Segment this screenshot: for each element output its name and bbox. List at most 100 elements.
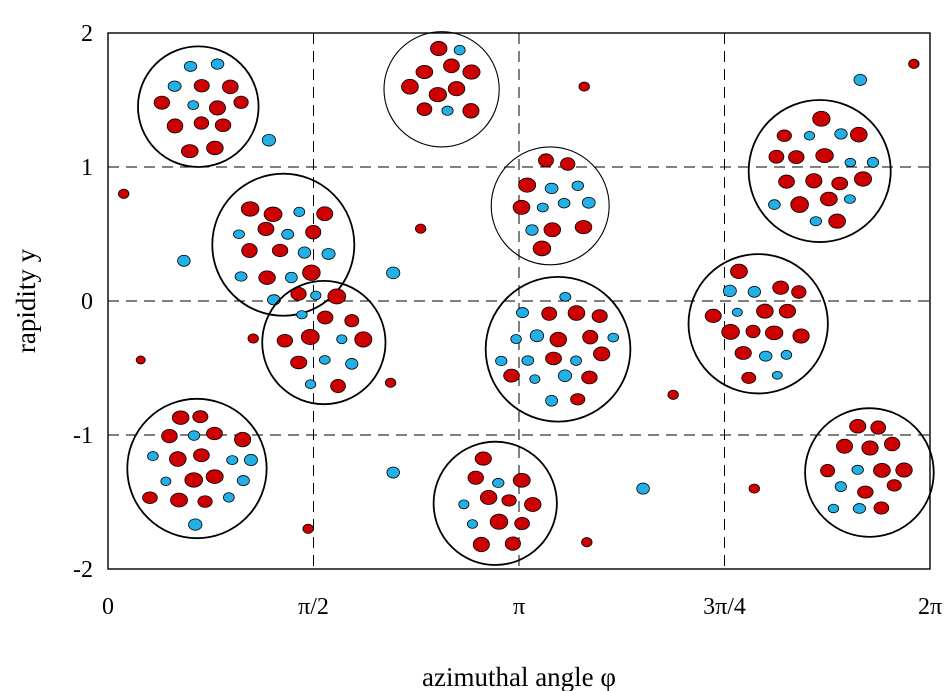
x-tick-label: π/2 [298,594,329,620]
red-particle [524,497,542,512]
red-particle [792,328,810,344]
red-particle [582,329,599,345]
red-particle [290,355,308,370]
red-particle [354,331,373,348]
y-tick-label: 0 [81,289,93,315]
blue-particle [529,329,545,343]
red-particle [776,129,792,142]
red-particle [472,536,490,553]
isolated-red-particle [118,188,130,199]
blue-particle [187,430,201,441]
red-particle [316,206,334,222]
red-particle [812,110,831,127]
x-tick-label: π [513,594,525,620]
red-particle [489,513,509,530]
blue-particle [581,196,596,209]
red-particle [142,491,158,504]
isolated-red-particle [135,355,146,365]
red-particle [416,102,433,116]
isolated-red-particle [667,389,679,400]
cluster-4 [747,99,892,243]
blue-particle [834,128,848,140]
cluster-5 [261,280,387,406]
red-particle [327,288,347,305]
blue-particle [310,290,322,301]
red-particle [857,485,874,499]
red-particle [815,148,834,163]
cluster-10 [804,407,935,538]
red-particle [503,368,520,383]
red-particle [721,324,740,340]
y-tick-label: 2 [81,21,93,47]
blue-particle [453,44,466,56]
x-axis-title: azimuthal angle φ [422,662,616,691]
isolated-red-particle [384,377,397,388]
isolated-blue-particle [853,73,867,86]
red-particle [193,79,210,93]
blue-particle [571,180,584,191]
blue-particle [147,451,159,462]
blue-particle [516,307,529,319]
red-particle [545,351,562,366]
blue-particle [293,206,306,217]
isolated-red-particle [748,483,760,494]
red-particle [581,370,598,385]
red-particle [344,314,360,328]
red-particle [730,263,748,279]
blue-particle [722,284,737,298]
blue-particle [297,246,312,259]
red-particle [302,264,321,281]
blue-particle [866,156,880,168]
red-particle [233,95,249,109]
blue-particle [844,157,857,168]
red-particle [240,201,260,217]
red-particle [462,103,480,119]
blue-particle [768,199,781,210]
blue-particle [529,374,541,384]
red-particle [772,280,790,295]
isolated-blue-particle [386,266,401,280]
red-particle [791,285,807,299]
isolated-blue-particle [636,482,650,495]
cluster-boundary [687,253,829,395]
red-particle [886,479,902,492]
red-particle [153,95,171,110]
red-particle [560,157,576,171]
isolated-red-particle [302,523,314,534]
red-particle [206,426,223,441]
red-particle [828,213,846,229]
blue-particle [188,518,203,531]
red-particle [741,371,757,384]
x-tick-label: 0 [102,594,114,620]
blue-particle [803,131,816,141]
blue-particle [780,349,793,360]
red-particle [171,410,190,425]
x-tick-label: 2π [918,594,942,620]
red-particle [443,58,460,74]
red-particle [854,171,873,187]
blue-particle [809,216,822,227]
red-particle [778,174,795,189]
blue-particle [759,350,773,362]
red-particle [208,100,226,116]
blue-particle [852,503,867,514]
red-particle [271,243,289,258]
red-particle [745,324,761,339]
red-particle [300,328,320,346]
red-particle [258,270,276,285]
cluster-boundary [490,146,610,266]
red-particle [831,176,849,191]
isolated-blue-particle [261,133,276,147]
red-particle [532,240,552,257]
red-particle [305,224,322,240]
red-particle [836,438,853,454]
blue-particle [244,454,258,466]
red-particle [222,79,239,95]
blue-particle [441,105,454,116]
red-particle [193,116,210,130]
red-particle [276,333,293,348]
blue-particle [521,355,535,366]
red-particle [873,463,891,478]
red-particle [514,517,530,531]
red-particle [401,78,419,95]
